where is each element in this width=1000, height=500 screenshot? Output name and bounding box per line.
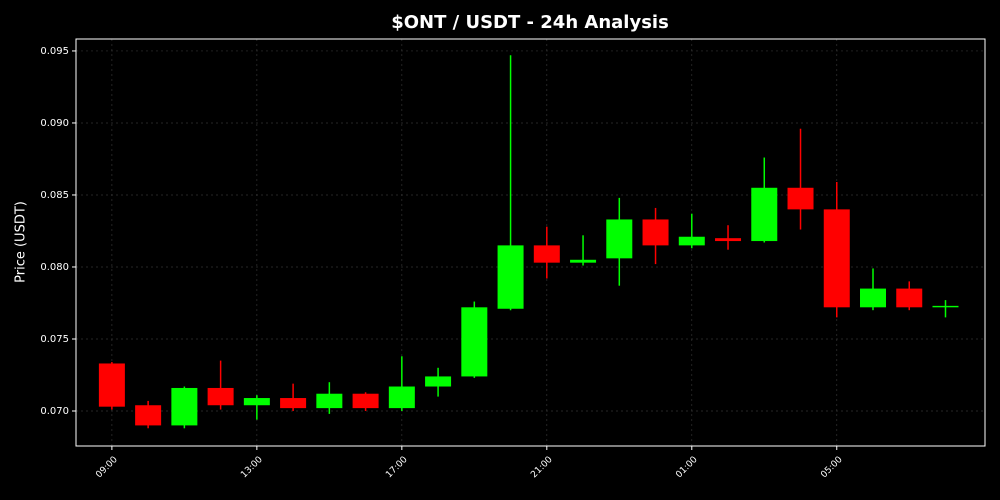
x-tick-label: 01:00	[674, 455, 700, 481]
y-tick-label: 0.075	[40, 334, 69, 345]
plot-frame	[75, 38, 986, 447]
y-tick-label: 0.085	[40, 190, 69, 201]
candle-body	[678, 236, 705, 246]
candle-body	[860, 288, 887, 308]
candle-body	[751, 187, 778, 242]
x-tick-label: 09:00	[94, 455, 120, 481]
candle-body	[98, 363, 125, 407]
candle-body	[135, 405, 162, 426]
chart-title: $ONT / USDT - 24h Analysis	[391, 12, 669, 33]
candle-body	[388, 386, 415, 409]
y-tick-label: 0.090	[40, 118, 69, 129]
candle-body	[171, 387, 198, 426]
candle-body	[787, 187, 814, 210]
candle-body	[497, 245, 524, 309]
candle-body	[207, 387, 234, 406]
y-tick-label: 0.095	[40, 46, 69, 57]
candle-body	[425, 376, 452, 387]
x-tick-label: 17:00	[384, 455, 410, 481]
candle-body	[715, 238, 742, 242]
candle-body	[606, 219, 633, 259]
candle-body	[316, 393, 343, 409]
candle-body	[280, 398, 307, 409]
y-tick-label: 0.070	[40, 406, 69, 417]
y-tick-label: 0.080	[40, 262, 69, 273]
candle-body	[461, 307, 488, 377]
x-tick-label: 21:00	[529, 455, 555, 481]
y-axis-label: Price (USDT)	[14, 201, 29, 283]
candle-body	[570, 259, 597, 263]
candle-body	[352, 393, 379, 409]
candle-body	[932, 305, 959, 308]
candle-body	[896, 288, 923, 308]
candle-body	[642, 219, 669, 246]
x-tick-label: 13:00	[239, 455, 265, 481]
candle-body	[533, 245, 560, 263]
candle-body	[243, 398, 270, 406]
candle-body	[823, 209, 850, 308]
x-tick-label: 05:00	[819, 455, 845, 481]
